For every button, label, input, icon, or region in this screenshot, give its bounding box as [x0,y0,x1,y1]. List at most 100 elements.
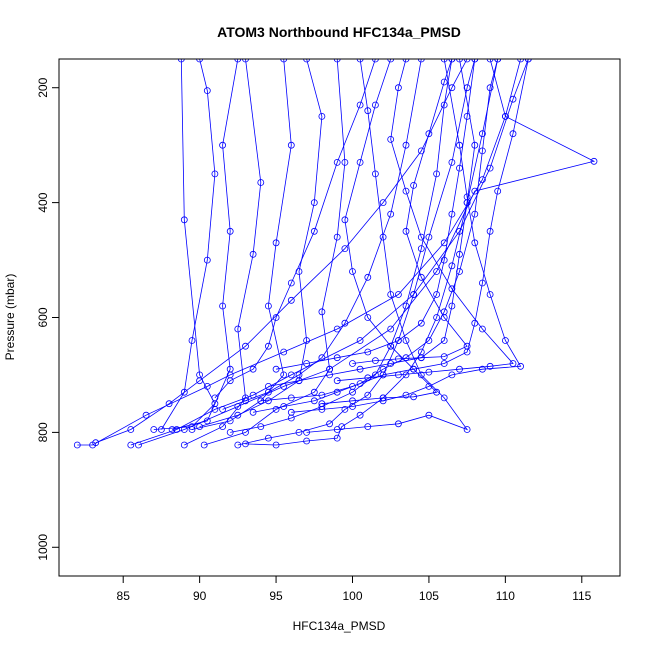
data-point-1-12 [517,59,524,63]
data-point-23-11 [356,158,364,166]
data-point-17-1 [249,408,257,416]
data-point-23-3 [379,394,387,402]
data-point-1-1 [73,441,81,449]
data-point-22-12 [371,170,379,178]
data-point-19-2 [295,377,303,385]
data-point-7-4 [219,302,227,310]
data-point-19-9 [456,250,463,258]
data-point-22-3 [364,423,372,431]
data-point-20-2 [303,360,311,367]
data-point-25-4 [417,354,425,362]
data-point-22-2 [333,426,341,433]
data-point-20-8 [440,256,448,264]
data-point-3-9 [486,164,494,172]
data-point-23-9 [349,268,356,275]
data-point-1-10 [478,176,486,184]
data-point-7-3 [226,365,234,373]
data-point-14-11 [440,101,448,109]
data-point-20-7 [433,291,441,298]
profile-line-7 [172,59,239,430]
x-tick-label: 100 [342,589,362,603]
profile-line-8 [184,59,262,446]
y-tick-label: 800 [36,422,50,442]
data-point-11-6 [318,308,326,316]
data-point-13-9 [402,141,410,149]
x-axis: 85 90 95 100 105 110 115 [117,576,592,603]
data-point-21-8 [478,365,486,373]
data-point-13-8 [387,210,395,218]
data-point-11-9 [333,59,341,63]
profile-line-4 [138,59,596,446]
data-point-17-2 [280,403,288,410]
data-point-24-2 [364,374,372,382]
data-point-21-12 [471,239,479,247]
data-point-10-7 [310,199,318,207]
data-point-7-6 [219,141,227,149]
data-point-24-13 [394,84,402,92]
data-point-4-1 [135,441,142,449]
data-point-5-4 [196,371,204,379]
data-point-9-6 [272,239,280,247]
data-point-1-8 [394,291,402,298]
data-point-13-1 [219,405,227,413]
data-point-10-3 [264,397,272,405]
data-point-20-3 [333,354,341,362]
data-point-23-10 [341,216,349,224]
data-point-24-10 [417,233,425,241]
data-point-23-12 [371,101,379,109]
profile-line-13 [222,59,422,410]
data-point-16-2 [272,441,280,449]
data-point-19-12 [456,59,463,63]
data-point-19-7 [440,337,448,344]
data-point-1-6 [280,348,288,356]
profile-line-16 [245,59,499,446]
data-point-11-8 [341,158,349,166]
data-point-2-9 [417,147,425,155]
data-point-6-1 [157,426,165,433]
data-point-12-2 [226,377,234,385]
data-point-16-8 [402,371,410,379]
data-point-17-5 [356,380,364,388]
data-point-25-9 [402,227,410,235]
data-point-9-2 [226,417,234,425]
data-point-14-8 [402,302,410,310]
data-point-22-10 [387,291,395,298]
data-point-20-1 [272,365,280,373]
data-point-18-5 [379,371,387,379]
data-point-25-8 [417,273,425,281]
data-point-16-6 [356,411,364,419]
data-point-3-5 [287,371,295,379]
data-point-22-8 [417,371,425,379]
x-tick-label: 95 [269,589,283,603]
data-point-18-13 [509,130,517,138]
data-point-18-3 [318,391,326,399]
data-point-1-3 [142,411,150,419]
profile-line-22 [306,59,469,433]
data-point-3-1 [127,441,135,449]
data-point-22-6 [463,426,471,433]
data-point-17-14 [494,59,502,63]
data-point-22-4 [394,420,402,428]
data-point-3-10 [509,95,517,103]
data-point-19-3 [326,371,334,379]
data-point-17-12 [478,147,486,155]
data-point-13-6 [341,319,349,327]
data-point-22-9 [402,337,410,344]
data-point-2-6 [287,296,295,304]
data-point-25-6 [463,342,471,350]
data-point-21-11 [486,291,494,298]
data-point-4-11 [486,59,494,63]
data-point-19-1 [264,382,272,390]
y-tick-label: 600 [36,307,50,327]
x-tick-label: 85 [117,589,131,603]
data-point-17-3 [310,397,318,405]
data-point-15-2 [264,434,272,442]
data-point-23-1 [318,400,326,408]
profile-line-2 [95,59,468,444]
profile-line-5 [153,59,216,430]
data-point-24-12 [387,135,395,143]
data-point-15-10 [425,233,433,241]
data-point-18-4 [349,382,356,390]
profile-line-10 [199,59,323,427]
data-point-2-3 [165,400,173,408]
